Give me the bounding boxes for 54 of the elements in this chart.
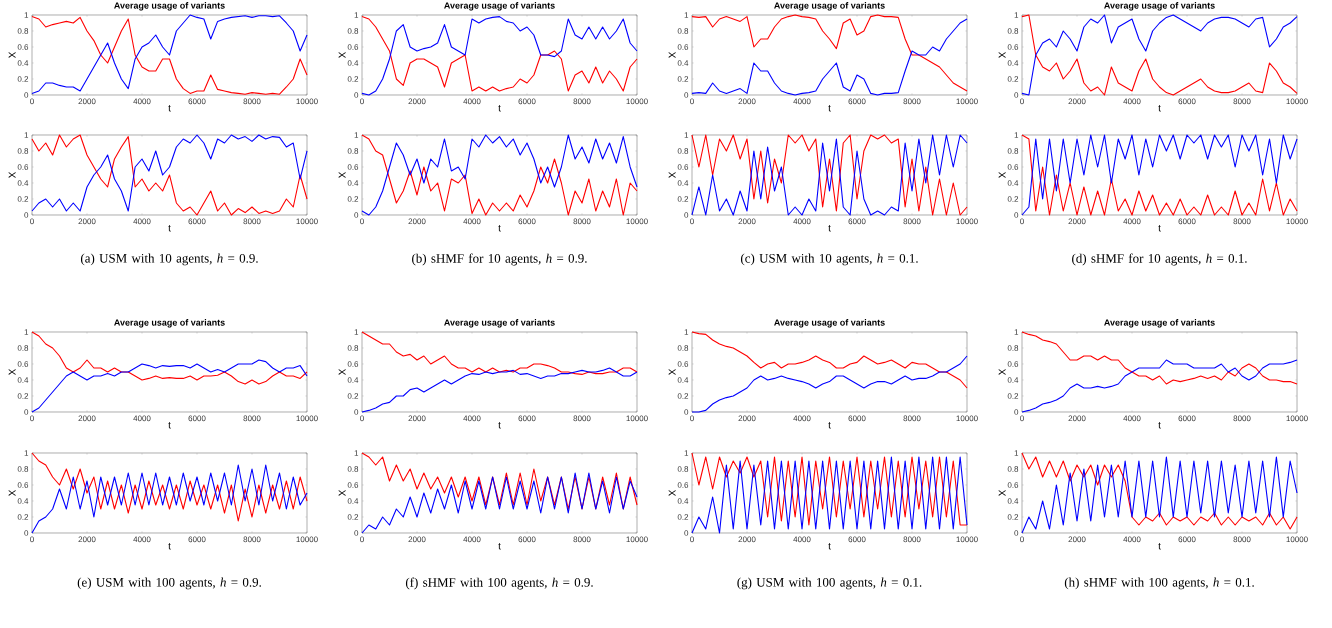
y-axis-title: X bbox=[998, 489, 1006, 497]
x-axis-title: t bbox=[828, 225, 831, 232]
x-axis-title: t bbox=[1158, 543, 1161, 550]
text: (b) sHMF for 10 agents, h = 0.9. bbox=[412, 253, 587, 266]
y-axis-title: X bbox=[8, 489, 16, 497]
text: (c) USM with 10 agents, h = 0.1. bbox=[740, 253, 918, 266]
text: (d) sHMF for 10 agents, h = 0.1. bbox=[1072, 253, 1247, 266]
line-series bbox=[1021, 134, 1298, 216]
chart-title: Average usage of variants bbox=[444, 2, 555, 11]
y-axis-title: X bbox=[338, 51, 346, 59]
y-axis-title: X bbox=[668, 51, 676, 59]
text: (h) sHMF with 100 agents, h = 0.1. bbox=[1064, 577, 1254, 590]
y-axis-title: X bbox=[998, 368, 1006, 376]
x-axis-title: t bbox=[828, 105, 831, 112]
x-axis-title: t bbox=[828, 543, 831, 550]
y-axis-title: X bbox=[668, 489, 676, 497]
x-axis-title: t bbox=[498, 105, 501, 112]
x-axis-title: t bbox=[168, 225, 171, 232]
x-axis-title: t bbox=[498, 543, 501, 550]
x-axis-title: t bbox=[828, 422, 831, 429]
y-axis-title: X bbox=[8, 368, 16, 376]
text: (e) USM with 100 agents, h = 0.9. bbox=[77, 577, 261, 590]
y-axis-title: X bbox=[338, 489, 346, 497]
x-axis-title: t bbox=[498, 225, 501, 232]
line-series bbox=[31, 464, 308, 534]
x-axis-title: t bbox=[498, 422, 501, 429]
chart-title: Average usage of variants bbox=[1104, 2, 1215, 11]
chart-title: Average usage of variants bbox=[114, 2, 225, 11]
y-axis-title: X bbox=[338, 368, 346, 376]
line-series bbox=[691, 134, 968, 216]
x-axis-title: t bbox=[1158, 422, 1161, 429]
chart-title: Average usage of variants bbox=[444, 319, 555, 328]
x-axis-title: t bbox=[168, 422, 171, 429]
text: (g) USM with 100 agents, h = 0.1. bbox=[737, 577, 922, 590]
y-axis-title: X bbox=[668, 368, 676, 376]
chart-title: Average usage of variants bbox=[1104, 319, 1215, 328]
chart-title: Average usage of variants bbox=[774, 2, 885, 11]
y-axis-title: X bbox=[998, 171, 1006, 179]
y-axis-title: X bbox=[338, 171, 346, 179]
line-series bbox=[361, 472, 638, 534]
x-axis-title: t bbox=[1158, 225, 1161, 232]
x-axis-title: t bbox=[168, 543, 171, 550]
line-series bbox=[31, 452, 308, 522]
line-series bbox=[361, 452, 638, 510]
chart-title: Average usage of variants bbox=[774, 319, 885, 328]
chart-title: Average usage of variants bbox=[114, 319, 225, 328]
text: (a) USM with 10 agents, h = 0.9. bbox=[80, 253, 258, 266]
y-axis-title: X bbox=[998, 51, 1006, 59]
x-axis-title: t bbox=[1158, 105, 1161, 112]
y-axis-title: X bbox=[668, 171, 676, 179]
text: (f) sHMF with 100 agents, h = 0.9. bbox=[405, 577, 593, 590]
x-axis-title: t bbox=[168, 105, 171, 112]
y-axis-title: X bbox=[8, 51, 16, 59]
y-axis-title: X bbox=[8, 171, 16, 179]
